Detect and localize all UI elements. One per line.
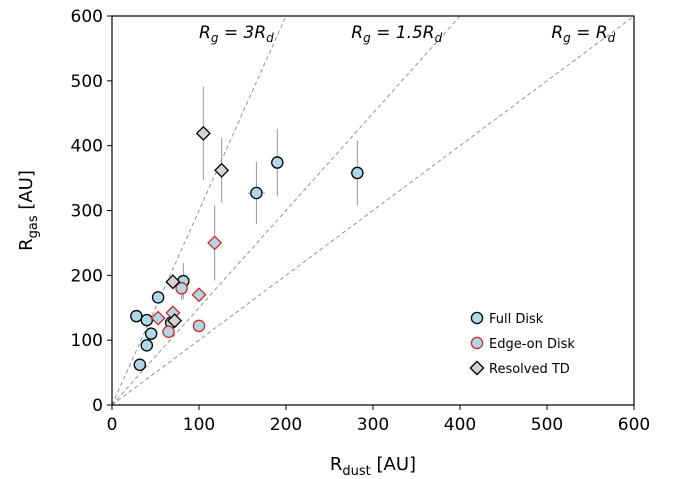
data-point xyxy=(191,287,207,303)
reference-lines xyxy=(112,16,634,405)
y-tick-label: 600 xyxy=(71,7,103,27)
data-point xyxy=(150,310,166,326)
data-point xyxy=(250,186,263,200)
y-tick-label: 200 xyxy=(71,266,103,286)
reference-line-labels: Rg = 3Rd Rg = 1.5Rd Rg = Rd xyxy=(199,23,616,45)
reference-line-1 xyxy=(112,16,461,405)
data-point xyxy=(165,274,181,290)
legend: Full Disk Edge-on Disk Resolved TD xyxy=(469,311,575,377)
data-point xyxy=(162,325,175,338)
data-point xyxy=(195,125,211,141)
axis-ticks: 0 100 200 300 400 500 600 0 100 200 300 400 500 600 xyxy=(71,7,651,435)
data-point xyxy=(151,291,165,304)
y-tick-label: 500 xyxy=(71,72,103,92)
y-tick-label: 300 xyxy=(71,202,103,222)
series-1 xyxy=(150,235,223,338)
x-tick-label: 100 xyxy=(183,415,215,435)
data-point xyxy=(207,235,223,251)
data-point xyxy=(192,319,206,333)
data-point xyxy=(167,313,183,329)
x-tick-label: 600 xyxy=(618,415,650,435)
reference-line-2 xyxy=(112,16,634,405)
data-point xyxy=(140,339,154,352)
reference-line-label-1: Rg = 1.5Rd xyxy=(351,23,442,45)
x-tick-label: 300 xyxy=(357,415,389,435)
legend-label: Resolved TD xyxy=(489,362,570,377)
x-tick-label: 0 xyxy=(107,415,118,435)
data-points xyxy=(130,125,364,372)
data-point xyxy=(130,309,143,323)
legend-label: Edge-on Disk xyxy=(489,337,575,352)
data-point xyxy=(140,313,154,327)
legend-marker xyxy=(470,311,484,325)
x-tick-label: 200 xyxy=(270,415,302,435)
data-point xyxy=(214,162,230,178)
legend-item-0: Full Disk xyxy=(470,311,544,327)
y-tick-label: 0 xyxy=(92,396,103,416)
series-2 xyxy=(165,125,230,329)
legend-label: Full Disk xyxy=(489,312,544,327)
error-bars xyxy=(165,86,365,300)
x-axis-label: Rdust [AU] xyxy=(330,454,416,479)
data-point xyxy=(144,327,158,340)
data-point xyxy=(133,358,147,372)
data-point xyxy=(351,166,364,180)
legend-item-2: Resolved TD xyxy=(469,360,570,377)
reference-line-label-2: Rg = Rd xyxy=(551,23,615,45)
y-tick-label: 400 xyxy=(71,137,103,157)
reference-line-0 xyxy=(112,16,287,405)
legend-marker xyxy=(470,336,484,350)
x-tick-label: 500 xyxy=(531,415,563,435)
legend-item-1: Edge-on Disk xyxy=(470,336,575,352)
y-axis-label: Rgas [AU] xyxy=(16,170,41,251)
data-point xyxy=(175,282,188,295)
series-0 xyxy=(130,156,364,372)
y-tick-label: 100 xyxy=(71,331,103,351)
legend-marker xyxy=(469,360,485,376)
data-point xyxy=(271,156,284,169)
x-tick-label: 400 xyxy=(444,415,476,435)
reference-line-label-0: Rg = 3Rd xyxy=(199,23,274,45)
